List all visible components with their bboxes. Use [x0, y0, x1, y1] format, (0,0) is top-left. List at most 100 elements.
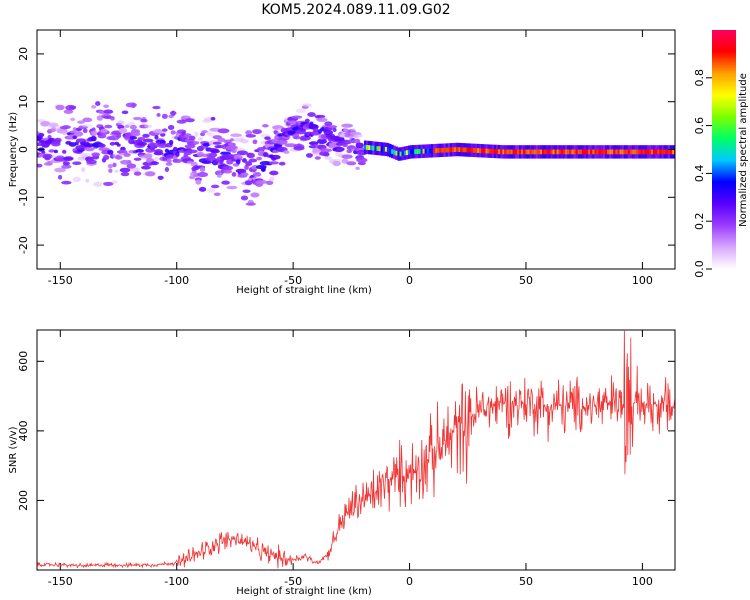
- spectral-blob: [154, 149, 163, 154]
- spectral-blob: [196, 172, 209, 178]
- y-tick-label: -20: [17, 236, 30, 254]
- spectral-ridge: [548, 149, 551, 155]
- spectral-blob: [131, 102, 136, 108]
- spectral-ridge: [514, 149, 518, 155]
- spectral-blob: [90, 105, 97, 109]
- spectral-ridge: [527, 149, 530, 155]
- spectral-blob: [53, 149, 58, 154]
- spectral-blob: [162, 128, 168, 132]
- colorbar-gradient: [712, 30, 736, 269]
- spectral-blob: [142, 133, 150, 138]
- spectral-blob: [81, 124, 93, 128]
- spectral-blob: [235, 159, 241, 165]
- spectral-ridge: [403, 150, 407, 156]
- spectral-ridge: [613, 149, 616, 155]
- spectral-blob: [141, 165, 151, 170]
- colorbar-tick-label: 0.6: [693, 117, 706, 135]
- spectral-ridge: [407, 149, 411, 155]
- spectral-blob: [219, 159, 224, 165]
- spectral-ridge: [535, 149, 539, 155]
- spectral-blob: [252, 129, 262, 135]
- spectral-ridge: [493, 149, 497, 154]
- spectral-ridge: [659, 149, 662, 155]
- spectral-blob: [170, 130, 176, 135]
- spectral-blob: [240, 139, 249, 144]
- spectral-blob: [341, 158, 349, 164]
- spectral-blob: [324, 156, 333, 160]
- spectral-ridge: [405, 150, 409, 156]
- colorbar-tick-label: 0.8: [693, 69, 706, 87]
- spectral-ridge: [386, 147, 390, 153]
- spectral-ridge: [472, 147, 476, 153]
- spectral-blob: [85, 178, 90, 183]
- y-tick-label: 0: [17, 146, 30, 153]
- spectral-blob: [51, 141, 61, 147]
- spectral-blob: [207, 132, 215, 137]
- spectral-blob: [109, 141, 116, 146]
- spectral-blob: [62, 131, 67, 136]
- y-tick-label: 10: [17, 95, 30, 109]
- spectral-blob: [148, 142, 160, 148]
- spectral-blob: [124, 124, 130, 128]
- spectral-blob: [245, 130, 253, 136]
- colorbar-tick-label: 0.4: [693, 165, 706, 183]
- spectral-ridge: [600, 149, 604, 155]
- spectral-ridge: [393, 149, 396, 155]
- colorbar: 0.0 0.2 0.4 0.6 0.8 Normalized spectral ampli…: [693, 30, 749, 278]
- spectral-blob: [322, 152, 330, 157]
- spectral-blob: [223, 169, 233, 174]
- spectral-blob: [317, 138, 328, 145]
- spectral-ridge: [412, 149, 415, 155]
- spectral-ridge: [470, 147, 474, 153]
- x-tick-label: 0: [406, 274, 413, 287]
- spectral-blob: [168, 139, 174, 146]
- spectral-ridge: [518, 149, 522, 155]
- spectral-ridge: [573, 149, 577, 155]
- spectral-blob: [206, 188, 215, 193]
- x-tick-label: -50: [284, 274, 302, 287]
- spectral-blob: [268, 161, 279, 165]
- spectral-blob: [37, 135, 42, 142]
- spectral-ridge: [430, 148, 434, 154]
- spectral-blob: [199, 166, 206, 173]
- spectral-blob: [116, 143, 121, 147]
- spectral-blob: [72, 176, 81, 183]
- spectral-ridge: [525, 149, 528, 155]
- spectral-blob: [132, 116, 143, 121]
- spectral-ridge: [485, 148, 489, 154]
- spectral-ridge: [567, 149, 570, 155]
- spectral-ridge: [504, 149, 507, 155]
- spectral-blob: [72, 135, 78, 140]
- spectral-blob: [307, 112, 316, 118]
- spectral-ridge: [558, 149, 562, 155]
- spectral-ridge: [418, 149, 422, 154]
- spectral-blob: [293, 135, 301, 140]
- spectral-blob: [93, 181, 103, 187]
- spectral-ridge: [655, 149, 658, 155]
- spectral-ridge: [539, 149, 543, 155]
- y-axis-label: SNR (v/v): [8, 426, 19, 473]
- spectral-ridge: [433, 148, 436, 154]
- spectral-blob: [221, 180, 230, 185]
- y-tick-label: 20: [17, 47, 30, 61]
- spectral-ridge: [378, 146, 382, 152]
- spectral-ridge: [569, 149, 572, 155]
- spectral-blob: [181, 131, 186, 136]
- spectral-ridge: [483, 148, 486, 154]
- spectral-ridge: [443, 147, 447, 153]
- spectral-blob: [129, 135, 138, 140]
- spectral-ridge: [506, 149, 510, 155]
- spectral-blob: [271, 154, 281, 160]
- spectral-blob: [151, 161, 158, 165]
- spectral-blob: [230, 133, 242, 138]
- spectral-ridge: [474, 148, 478, 153]
- spectral-ridge: [420, 148, 424, 154]
- spectral-blob: [82, 128, 88, 134]
- spectral-ridge: [370, 145, 373, 151]
- x-tick-label: 0: [406, 575, 413, 588]
- spectral-blob: [357, 161, 366, 166]
- colorbar-tick-label: 0.0: [693, 260, 706, 278]
- spectral-ridge: [671, 149, 675, 155]
- spectral-blob: [314, 156, 321, 160]
